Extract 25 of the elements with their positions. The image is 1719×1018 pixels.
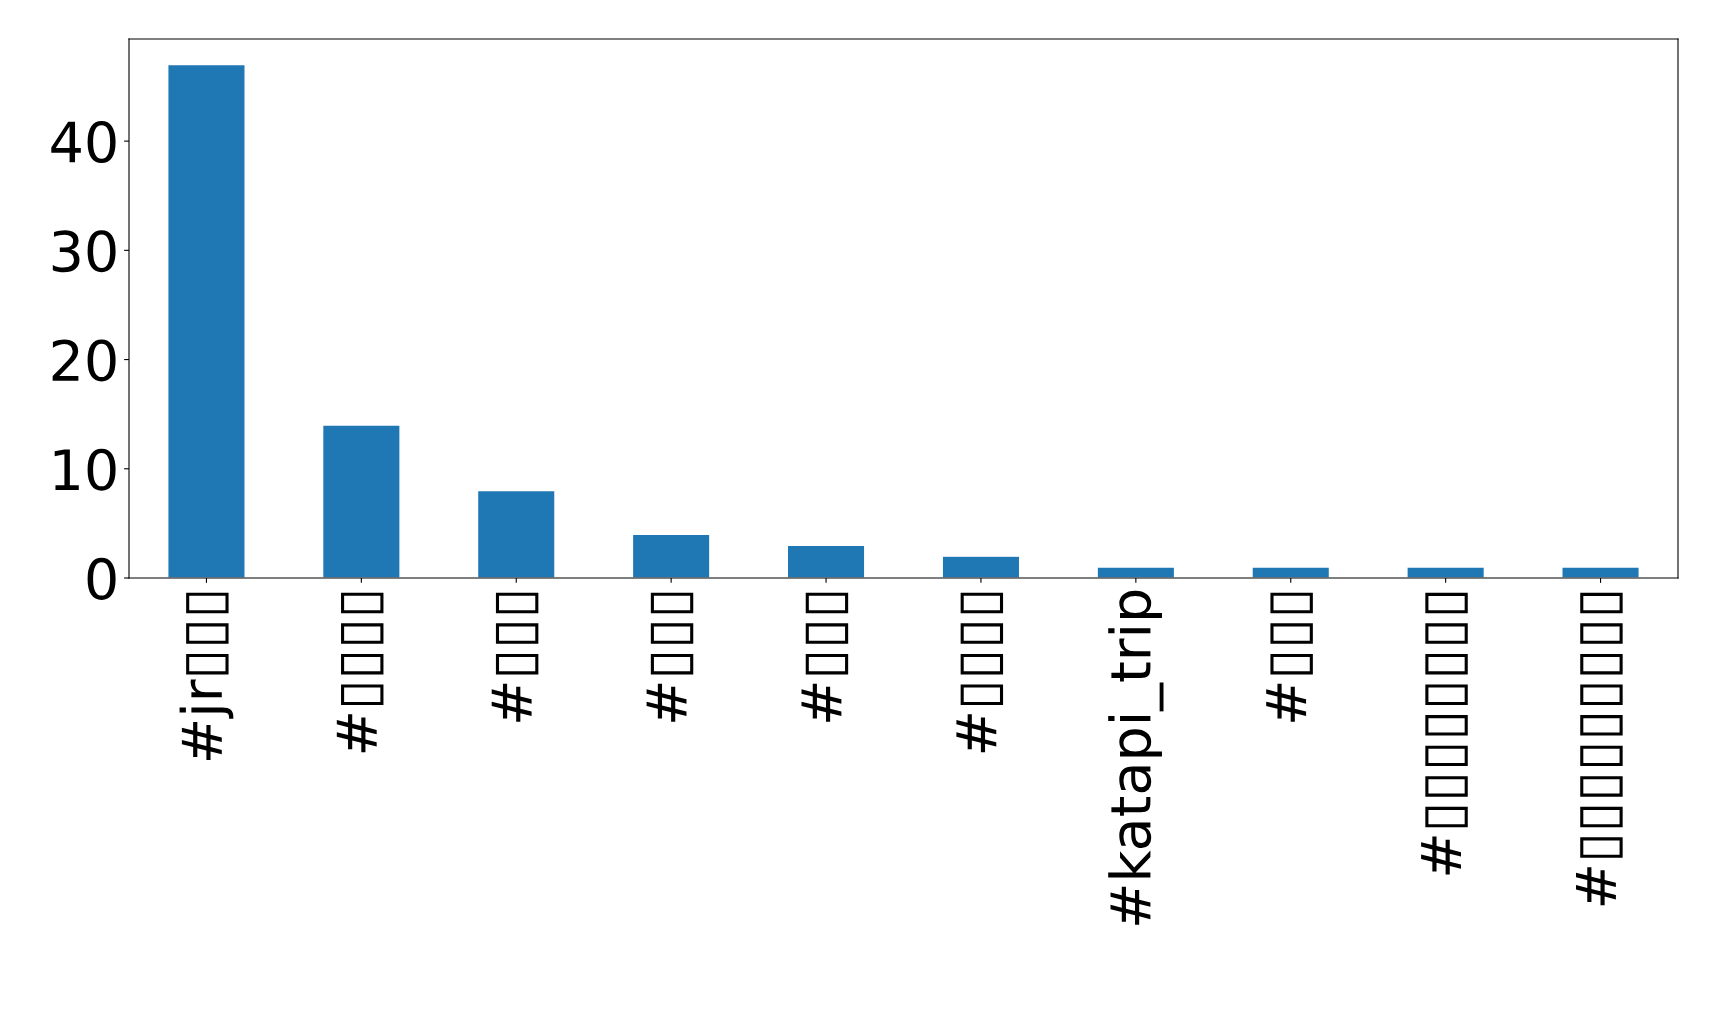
bar — [1561, 566, 1640, 578]
bar — [1406, 566, 1486, 578]
y-tick-label: 0 — [87, 557, 116, 600]
y-tick-label: 30 — [52, 230, 116, 273]
x-tick-label: #▯▯▯▯ — [336, 592, 384, 753]
bar — [1251, 566, 1331, 578]
x-tick-label: #katapi_trip — [1108, 590, 1164, 925]
x-tick-label: #▯▯▯ — [646, 592, 694, 722]
x-tick-label: #jr▯▯▯ — [179, 592, 234, 760]
bar — [631, 533, 711, 578]
bar — [476, 489, 556, 578]
x-tick-label: #▯▯▯ — [1266, 592, 1313, 722]
y-tick-label: 40 — [51, 120, 116, 164]
x-tick-label: #▯▯▯▯▯▯▯▯▯ — [1576, 592, 1623, 906]
x-tick-label: #▯▯▯ — [801, 592, 849, 722]
y-tick-label: 10 — [54, 448, 116, 491]
bar — [1096, 566, 1176, 578]
x-tick-label: #▯▯▯▯▯▯▯▯ — [1421, 592, 1468, 875]
bar — [167, 63, 246, 578]
bar — [941, 555, 1021, 578]
x-tick-label: #▯▯▯ — [491, 592, 539, 722]
bar — [786, 544, 866, 578]
bar — [321, 424, 401, 578]
y-tick-label: 20 — [52, 339, 116, 382]
x-tick-label: #▯▯▯▯ — [956, 592, 1004, 753]
